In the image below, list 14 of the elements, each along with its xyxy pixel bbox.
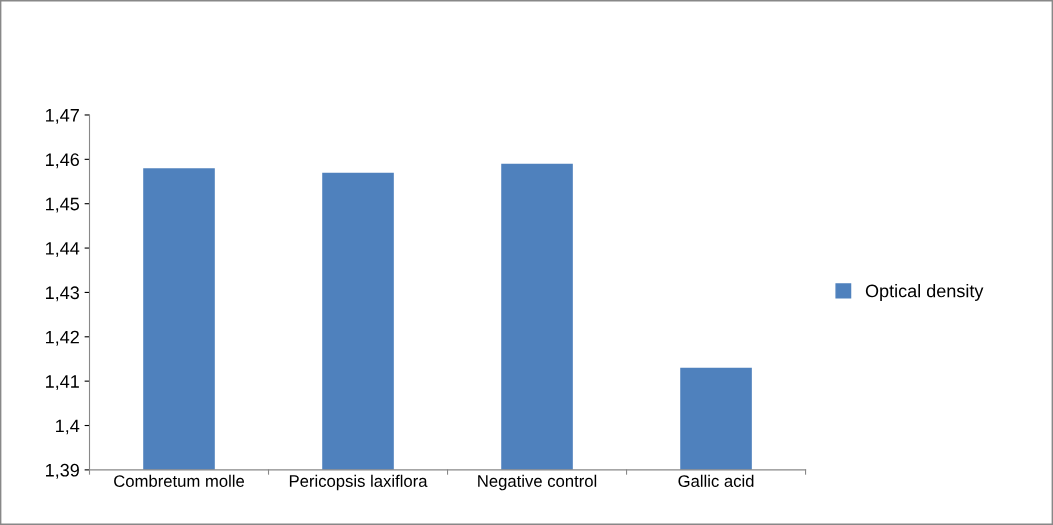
y-tick-label: 1,44 [46, 242, 80, 257]
y-tick-label: 1,43 [46, 286, 79, 302]
y-tick-label: 1,46 [46, 153, 79, 169]
x-tick-label: Gallic acid [678, 474, 754, 487]
y-tick-label: 1,41 [46, 375, 79, 390]
x-tick-label: Combretum molle [114, 474, 245, 487]
x-tick-label: Pericopsis laxiflora [289, 474, 428, 491]
y-tick-label: 1,39 [46, 463, 79, 479]
y-tick-label: 1,45 [46, 197, 80, 213]
x-tick-label: Negative control [478, 474, 597, 491]
y-tick-label: 1,47 [46, 109, 79, 124]
y-tick-label: 1,4 [56, 419, 80, 435]
legend-label: Optical density [865, 284, 984, 301]
y-tick-label: 1,42 [46, 330, 79, 346]
